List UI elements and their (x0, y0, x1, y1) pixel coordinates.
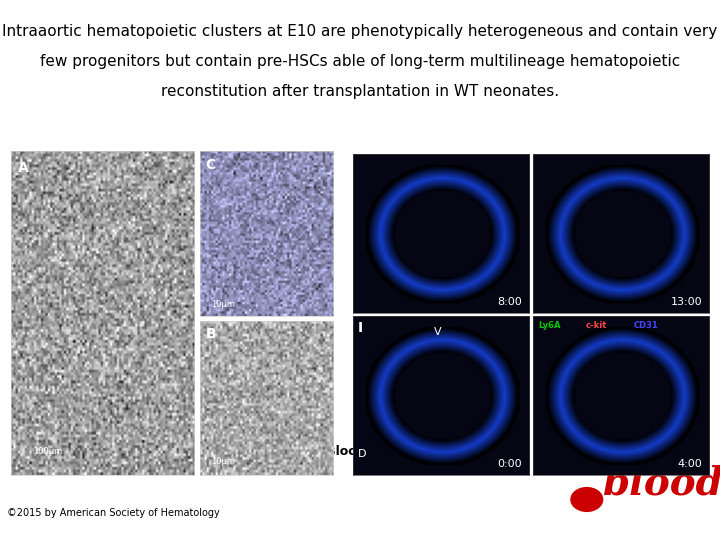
Text: V: V (433, 327, 441, 337)
Text: 4:00: 4:00 (678, 459, 702, 469)
Text: ©2015 by American Society of Hematology: ©2015 by American Society of Hematology (7, 508, 220, 518)
Text: 0:00: 0:00 (498, 459, 522, 469)
Text: 10μm: 10μm (211, 457, 235, 466)
Text: few progenitors but contain pre-HSCs able of long-term multilineage hematopoieti: few progenitors but contain pre-HSCs abl… (40, 54, 680, 69)
Text: blood: blood (602, 464, 720, 502)
Text: c-kit: c-kit (586, 321, 607, 330)
Text: D: D (358, 449, 366, 459)
Text: reconstitution after transplantation in WT neonates.: reconstitution after transplantation in … (161, 84, 559, 99)
Text: Intraaortic hematopoietic clusters at E10 are phenotypically heterogeneous and c: Intraaortic hematopoietic clusters at E1… (2, 24, 718, 39)
Text: A: A (18, 161, 29, 175)
Text: Boisset J et al. Blood 2015;125:465-469: Boisset J et al. Blood 2015;125:465-469 (221, 446, 499, 458)
Text: B: B (205, 327, 216, 341)
Circle shape (571, 488, 603, 511)
Text: 13:00: 13:00 (670, 297, 702, 307)
Text: C: C (205, 158, 216, 172)
Text: 10μm: 10μm (211, 300, 235, 309)
Text: I: I (358, 321, 363, 335)
Text: CD31: CD31 (634, 321, 658, 330)
Text: Ly6A: Ly6A (538, 321, 561, 330)
Text: 8:00: 8:00 (498, 297, 522, 307)
Text: 100μm: 100μm (33, 447, 62, 456)
